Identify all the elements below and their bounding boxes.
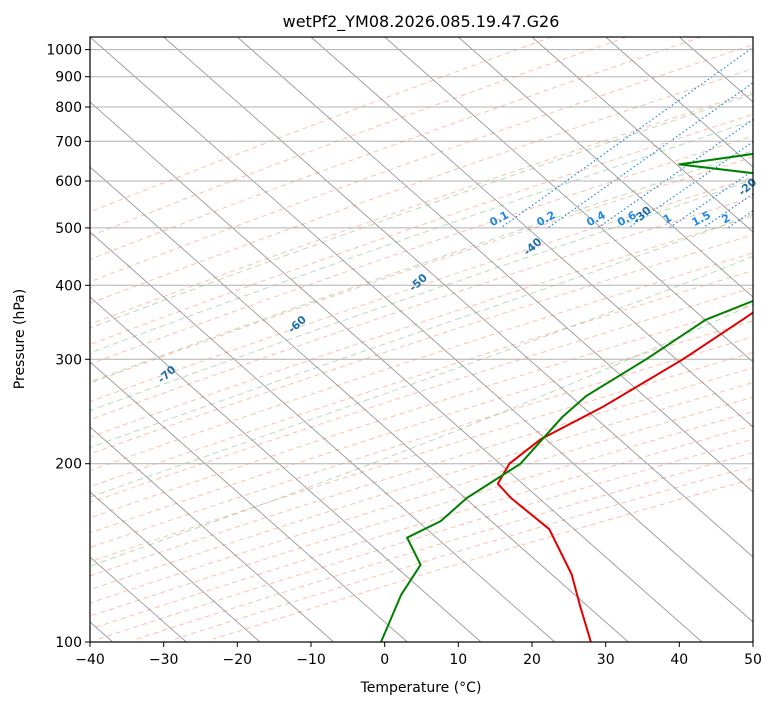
isotherm-line: [90, 166, 629, 642]
profile-lines: [380, 152, 753, 642]
x-tick-label: −10: [296, 652, 326, 668]
chart-title: wetPf2_YM08.2026.085.19.47.G26: [283, 12, 560, 32]
dry-adiabat-line: [90, 367, 753, 577]
dry-adiabat-line: [90, 287, 753, 503]
y-tick-label: 800: [55, 100, 82, 116]
isotherm-line: [384, 37, 753, 363]
x-tick-label: 30: [597, 652, 615, 668]
y-tick-label: 1000: [46, 43, 82, 59]
moist-adiabat-line: [90, 255, 753, 498]
background-lines: [90, 37, 753, 642]
temperature-profile-line: [496, 311, 753, 642]
mixing-ratio-line: [500, 46, 753, 229]
x-tick-label: −30: [149, 652, 179, 668]
moist-adiabat-line: [90, 120, 753, 354]
y-tick-label: 900: [55, 70, 82, 86]
dry-adiabat-line: [90, 113, 753, 346]
x-tick-label: −20: [223, 652, 253, 668]
y-axis: 1000 900 800 700 600 500 400 300 200 100: [46, 43, 90, 651]
dry-adiabat-line: [90, 176, 753, 403]
moist-adiabat-line: [90, 213, 753, 449]
dry-adiabat-line: [90, 304, 753, 519]
isotherm-line: [605, 37, 753, 168]
x-tick-label: −40: [75, 652, 105, 668]
dry-adiabat-line: [90, 68, 753, 304]
moist-adiabat-line: [90, 150, 753, 383]
y-tick-label: 700: [55, 134, 82, 150]
isotherm-line: [310, 37, 753, 428]
dry-adiabat-line: [213, 478, 753, 640]
y-tick-label: 500: [55, 221, 82, 237]
y-tick-label: 300: [55, 352, 82, 368]
y-tick-label: 200: [55, 457, 82, 473]
dry-adiabat-line: [90, 424, 753, 630]
plot-frame: [89, 36, 754, 643]
dry-adiabat-line: [90, 396, 753, 604]
dry-adiabat-line: [90, 351, 753, 563]
dry-adiabat-line: [90, 234, 753, 455]
x-tick-label: 50: [744, 652, 762, 668]
dewpoint-profile-line: [380, 152, 753, 642]
dry-adiabat-line: [90, 37, 553, 213]
isotherm-line: [237, 37, 753, 493]
dry-adiabat-line: [90, 156, 753, 384]
isotherm-line: [163, 37, 753, 558]
isotherm-line: [531, 37, 753, 233]
y-tick-label: 400: [55, 278, 82, 294]
x-tick-label: 10: [449, 652, 467, 668]
isotherm-line: [90, 361, 408, 642]
x-axis: −40 −30 −20 −10 0 10 20 30 40 50: [75, 642, 762, 668]
x-tick-label: 20: [523, 652, 541, 668]
dry-adiabat-line: [90, 252, 753, 472]
mixing-ratio-line: [547, 82, 753, 229]
isotherm-line: [90, 491, 261, 642]
moist-adiabat-line: [90, 93, 753, 329]
x-axis-title: Temperature (°C): [360, 680, 482, 696]
y-axis-title: Pressure (hPa): [12, 289, 28, 389]
x-tick-label: 0: [380, 652, 389, 668]
x-tick-label: 40: [670, 652, 688, 668]
isotherm-line: [90, 426, 334, 642]
isotherm-line: [458, 37, 753, 298]
isotherm-line: [90, 101, 703, 642]
dry-adiabat-line: [136, 452, 753, 640]
y-tick-label: 600: [55, 174, 82, 190]
y-tick-label: 100: [55, 635, 82, 651]
dry-adiabat-line: [90, 91, 753, 325]
isotherm-line: [90, 296, 482, 642]
isotherm-line: [90, 231, 555, 642]
isotherm-line: [90, 37, 753, 623]
